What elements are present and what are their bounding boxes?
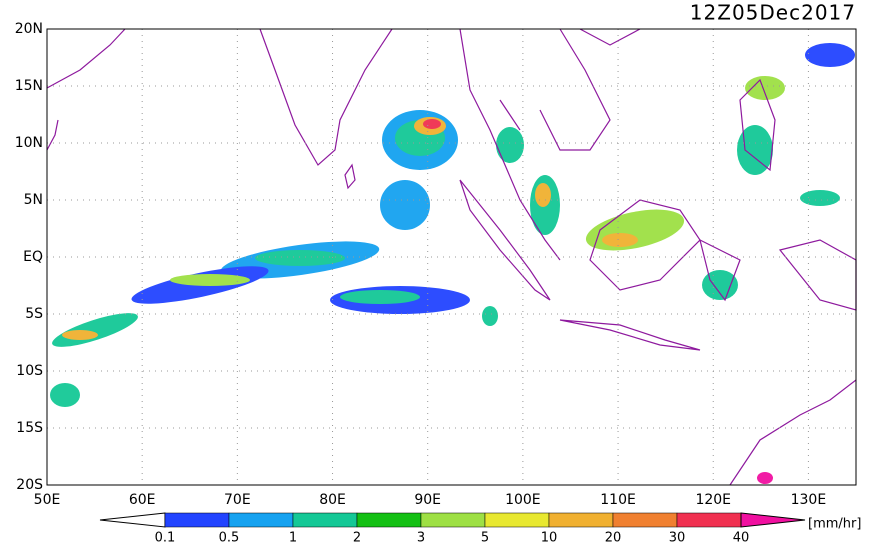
colorbar-box xyxy=(292,512,358,528)
colorbar-label: 20 xyxy=(605,531,622,544)
rain-field xyxy=(50,43,855,484)
colorbar-box xyxy=(356,512,422,528)
x-tick-label: 100E xyxy=(505,492,541,508)
x-tick-label: 80E xyxy=(319,492,346,508)
y-tick-label: 20N xyxy=(15,21,43,37)
y-tick-label: 10S xyxy=(16,363,43,379)
colorbar-label: 30 xyxy=(669,531,686,544)
x-tick-label: 130E xyxy=(791,492,827,508)
colorbar-unit: [mm/hr] xyxy=(808,517,861,532)
x-tick-label: 50E xyxy=(34,492,61,508)
x-tick-label: 70E xyxy=(224,492,251,508)
map-title: 12Z05Dec2017 xyxy=(690,1,856,25)
y-tick-label: 15N xyxy=(15,78,43,94)
colorbar-label: 0.5 xyxy=(219,531,240,544)
colorbar-box xyxy=(420,512,486,528)
colorbar-label: 40 xyxy=(733,531,750,544)
x-tick-label: 90E xyxy=(414,492,441,508)
colorbar-label: 3 xyxy=(417,531,425,544)
colorbar-label: 0.1 xyxy=(155,531,176,544)
map-frame xyxy=(46,28,857,486)
colorbar-label: 2 xyxy=(353,531,361,544)
map-area xyxy=(46,28,857,486)
x-tick-label: 60E xyxy=(129,492,156,508)
colorbar-label: 1 xyxy=(289,531,297,544)
colorbar-triangle xyxy=(740,512,806,528)
colorbar-box xyxy=(484,512,550,528)
colorbar-triangle xyxy=(99,512,166,528)
y-tick-label: 15S xyxy=(16,420,43,436)
colorbar-box xyxy=(676,512,742,528)
colorbar-label: 10 xyxy=(541,531,558,544)
colorbar-box xyxy=(228,512,294,528)
y-tick-label: 5N xyxy=(24,192,43,208)
colorbar-label: 5 xyxy=(481,531,489,544)
y-tick-label: 10N xyxy=(15,135,43,151)
x-tick-label: 120E xyxy=(695,492,731,508)
colorbar-box xyxy=(612,512,678,528)
y-tick-label: EQ xyxy=(23,249,43,265)
colorbar-box xyxy=(164,512,230,528)
coastlines xyxy=(46,28,857,486)
x-tick-label: 110E xyxy=(600,492,636,508)
y-tick-label: 5S xyxy=(25,306,43,322)
colorbar-box xyxy=(548,512,614,528)
y-tick-label: 20S xyxy=(16,477,43,493)
